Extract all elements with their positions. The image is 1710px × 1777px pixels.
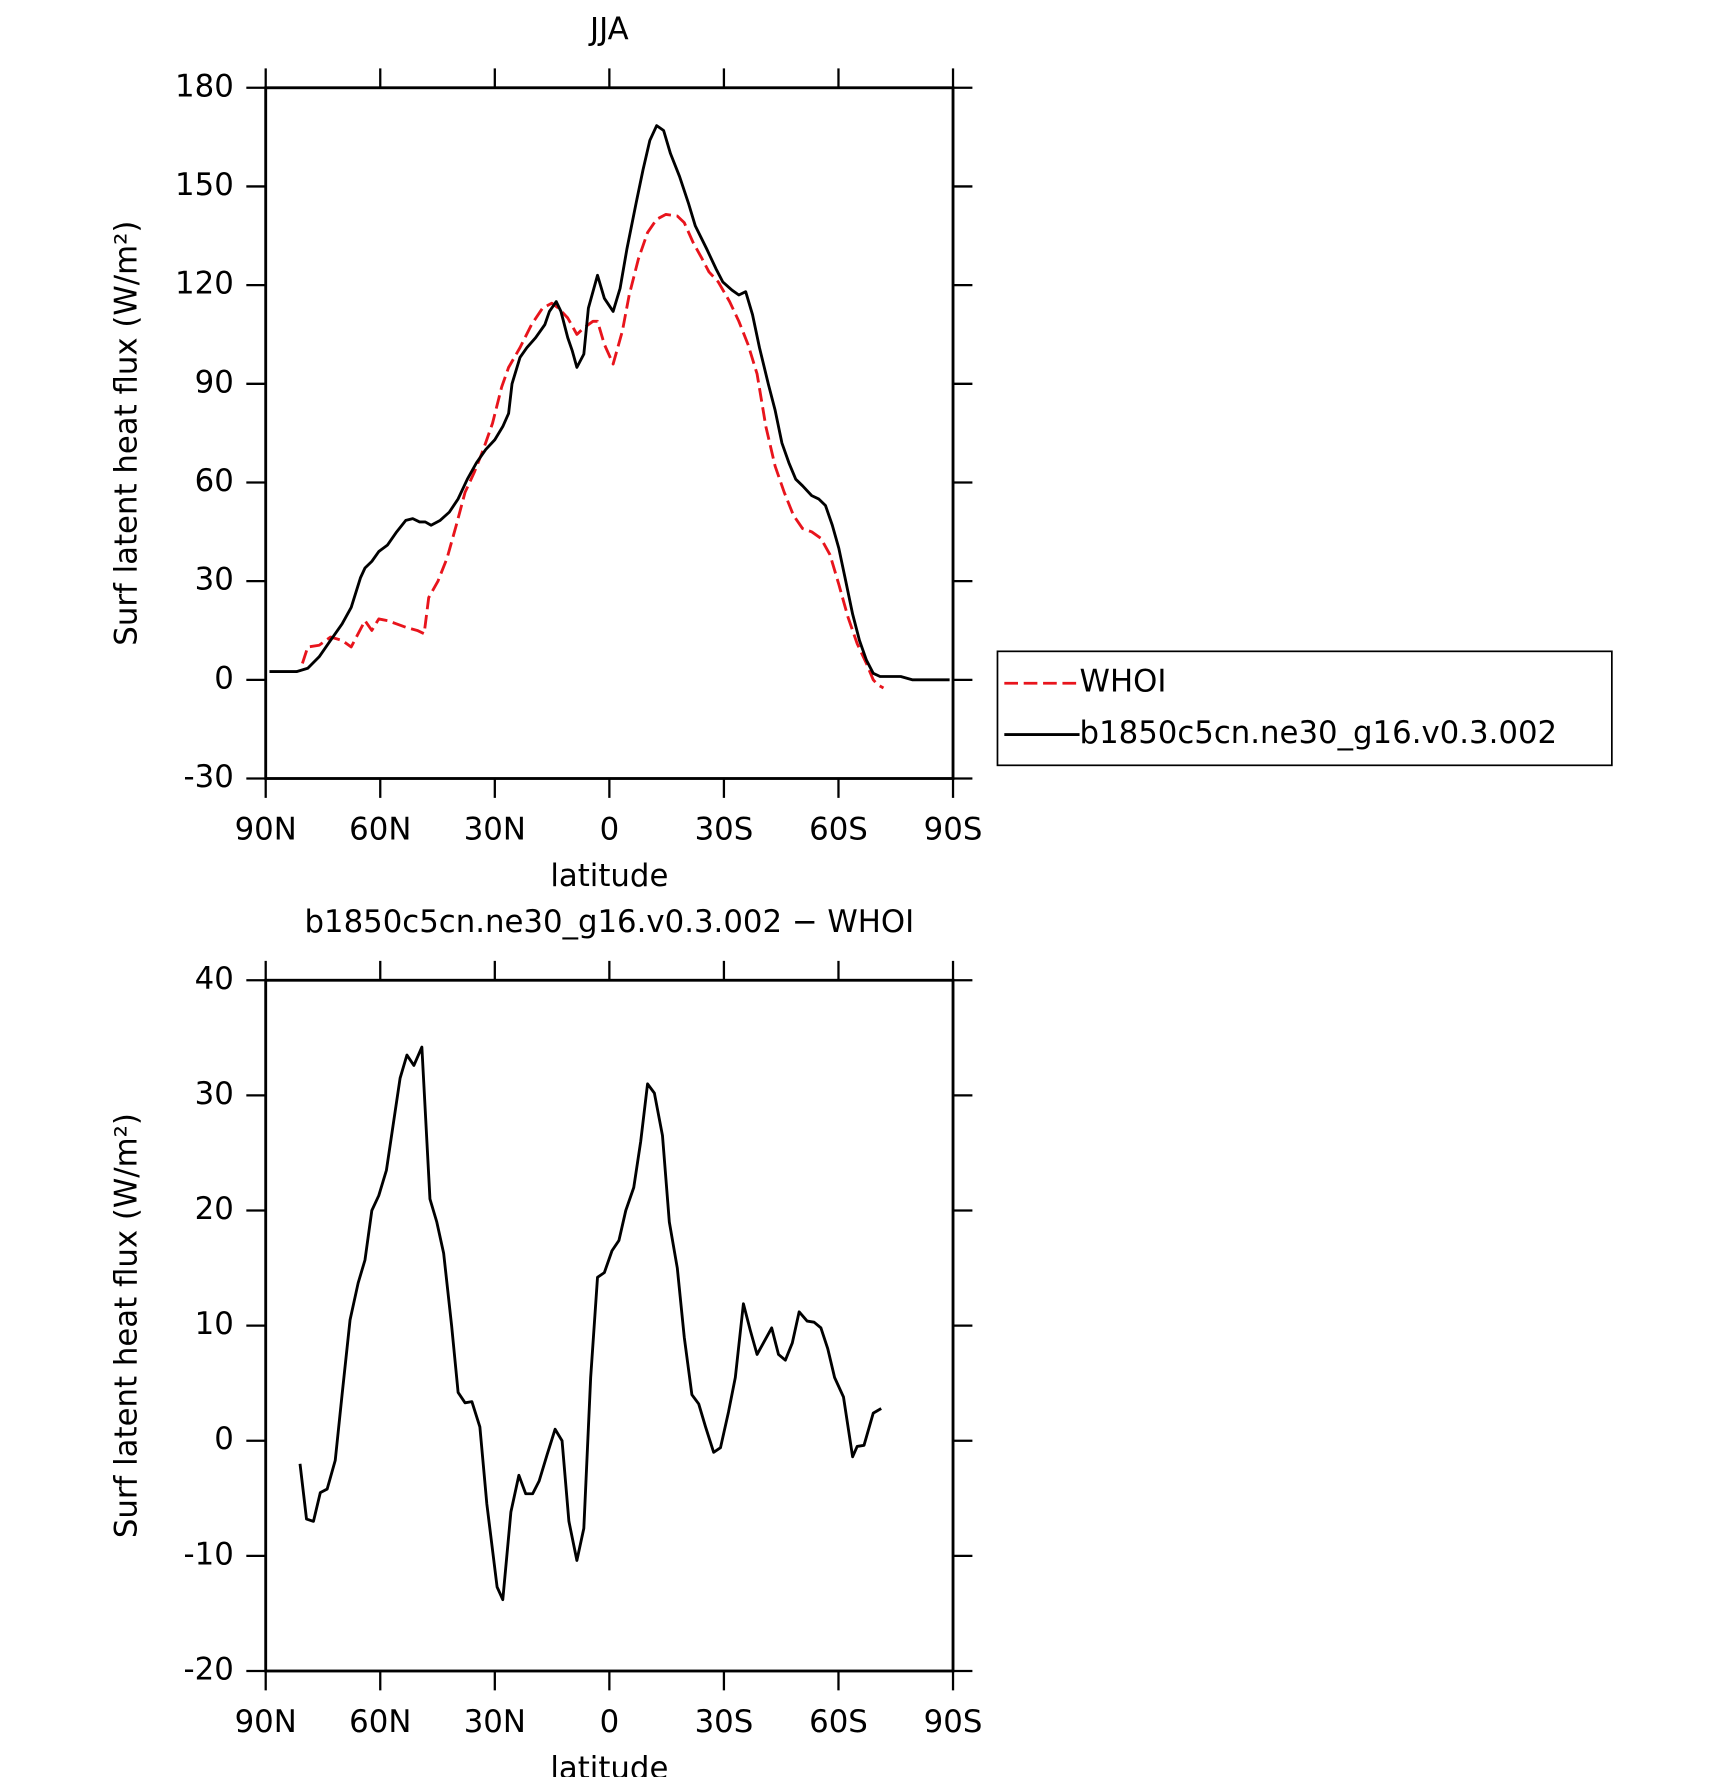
data-line <box>269 124 950 682</box>
chart-title: b1850c5cn.ne30_g16.v0.3.002 − WHOI <box>304 904 914 940</box>
x-tick-label: 90N <box>235 811 297 847</box>
x-tick-label: 30S <box>695 811 754 847</box>
x-tick-label: 0 <box>600 811 620 847</box>
x-tick-label: 60N <box>349 811 411 847</box>
data-line <box>301 212 885 690</box>
x-tick-label: 90N <box>235 1704 297 1740</box>
x-tick-label: 60S <box>809 1704 868 1740</box>
y-tick-label: -30 <box>184 759 234 795</box>
x-tick-label: 90S <box>924 811 983 847</box>
y-tick-label: 120 <box>175 266 234 302</box>
y-tick-label: 0 <box>214 660 234 696</box>
y-tick-label: 10 <box>195 1306 234 1342</box>
y-axis-label: Surf latent heat flux (W/m²) <box>108 221 144 646</box>
x-tick-label: 90S <box>924 1704 983 1740</box>
legend-box <box>996 650 1613 767</box>
x-tick-label: 30N <box>464 811 526 847</box>
y-tick-label: -20 <box>184 1651 234 1687</box>
y-axis-label: Surf latent heat flux (W/m²) <box>108 1113 144 1538</box>
x-axis-label: latitude <box>550 1751 668 1777</box>
y-tick-label: -10 <box>184 1536 234 1572</box>
y-tick-label: 30 <box>195 562 234 598</box>
x-tick-label: 30N <box>464 1704 526 1740</box>
legend-label: WHOI <box>1080 664 1167 700</box>
y-tick-label: 0 <box>214 1421 234 1457</box>
y-tick-label: 30 <box>195 1076 234 1112</box>
plot-frame <box>264 978 955 1673</box>
legend-label: b1850c5cn.ne30_g16.v0.3.002 <box>1080 715 1558 751</box>
y-tick-label: 40 <box>195 961 234 997</box>
y-tick-label: 150 <box>175 167 234 203</box>
y-tick-label: 90 <box>195 364 234 400</box>
y-tick-label: 180 <box>175 68 234 104</box>
data-line <box>298 1045 882 1602</box>
chart-title: JJA <box>588 11 629 47</box>
x-tick-label: 60S <box>809 811 868 847</box>
x-tick-label: 60N <box>349 1704 411 1740</box>
y-tick-label: 60 <box>195 463 234 499</box>
x-tick-label: 30S <box>695 1704 754 1740</box>
x-axis-label: latitude <box>550 858 668 894</box>
x-tick-label: 0 <box>600 1704 620 1740</box>
plot-frame <box>264 86 955 780</box>
y-tick-label: 20 <box>195 1191 234 1227</box>
